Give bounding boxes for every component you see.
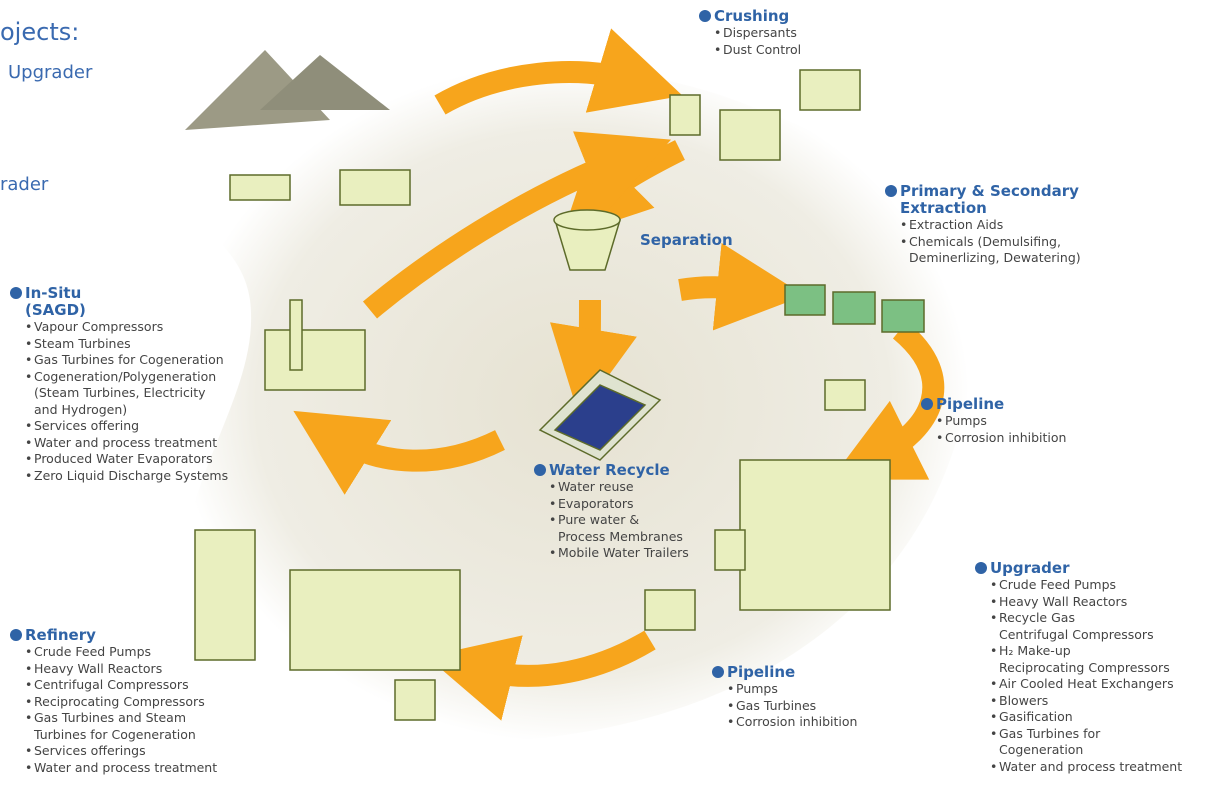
bullet-item: and Hydrogen) [34,401,128,417]
section-title: Upgrader [975,560,1182,577]
bullet-item: Vapour Compressors [25,319,228,336]
bullet-item: Gas Turbines for [990,726,1182,743]
ge-logo [975,562,987,574]
bullet-item: Steam Turbines [25,336,228,353]
section: PipelinePumpsGas TurbinesCorrosion inhib… [712,664,857,731]
intro-text: Upgrader [8,62,93,83]
bullet-item: Cogeneration [999,742,1084,757]
bullet-item: Gas Turbines and Steam [25,710,217,727]
bullet-item: Blowers [990,693,1182,710]
bullet-item: Reciprocating Compressors [25,694,217,711]
section: Primary & SecondaryExtractionExtraction … [885,183,1081,267]
intro-text: ojects: [0,18,80,46]
bullet-item: (Steam Turbines, Electricity [34,385,206,400]
section: RefineryCrude Feed PumpsHeavy Wall React… [10,627,217,777]
bullet-item: Crude Feed Pumps [25,644,217,661]
bullet-item: Gasification [990,709,1182,726]
ge-logo [885,185,897,197]
section-title: Extraction [900,199,987,217]
bullet-item: Air Cooled Heat Exchangers [990,676,1182,693]
section-title: (SAGD) [25,301,86,319]
ge-logo [10,287,22,299]
bullet-item: Dust Control [714,42,801,59]
bullet-item: Evaporators [549,496,689,513]
bullet-item: Water and process treatment [25,760,217,777]
section: Separation [640,232,733,249]
section-title: In-Situ [10,285,228,302]
bullet-item: Zero Liquid Discharge Systems [25,468,228,485]
bullet-item: Mobile Water Trailers [549,545,689,562]
bullet-item: Recycle Gas [990,610,1182,627]
bullet-item: Pumps [727,681,857,698]
intro-text: rader [0,174,49,195]
bullet-item: Dispersants [714,25,801,42]
bullet-item: Pure water & [549,512,689,529]
bullet-item: Water and process treatment [990,759,1182,776]
bullet-item: Pumps [936,413,1066,430]
bullet-item: Extraction Aids [900,217,1081,234]
ge-logo [699,10,711,22]
bullet-item: Produced Water Evaporators [25,451,228,468]
section-title: Refinery [10,627,217,644]
section: Water RecycleWater reuseEvaporatorsPure … [534,462,689,562]
bullet-item: Heavy Wall Reactors [990,594,1182,611]
bullet-item: Heavy Wall Reactors [25,661,217,678]
bullet-item: Crude Feed Pumps [990,577,1182,594]
bullet-item: Services offerings [25,743,217,760]
bullet-item: Centrifugal Compressors [25,677,217,694]
section-title: Pipeline [712,664,857,681]
bullet-item: Centrifugal Compressors [999,626,1154,642]
bullet-item: Reciprocating Compressors [999,659,1170,675]
bullet-item: Water reuse [549,479,689,496]
section: UpgraderCrude Feed PumpsHeavy Wall React… [975,560,1182,776]
ge-logo [534,464,546,476]
section: CrushingDispersantsDust Control [699,8,801,59]
ge-logo [921,398,933,410]
equipment [185,50,925,721]
bullet-item: Water and process treatment [25,435,228,452]
section-title: Separation [640,231,733,249]
section: In-Situ(SAGD)Vapour CompressorsSteam Tur… [10,285,228,485]
bullet-item: Deminerlizing, Dewatering) [909,250,1081,265]
bullet-item: Process Membranes [558,528,683,544]
ge-logo [10,629,22,641]
ge-logo [712,666,724,678]
bullet-item: Cogeneration/Polygeneration [25,369,228,386]
bullet-item: Corrosion inhibition [727,714,857,731]
bullet-item: Services offering [25,418,228,435]
bullet-item: Corrosion inhibition [936,430,1066,447]
section-title: Pipeline [921,396,1066,413]
bullet-item: Chemicals (Demulsifing, [900,234,1081,251]
section-title: Crushing [699,8,801,25]
bullet-item: H₂ Make-up [990,643,1182,660]
bullet-item: Turbines for Cogeneration [34,726,196,742]
section-title: Primary & Secondary [885,183,1081,200]
section: PipelinePumpsCorrosion inhibition [921,396,1066,447]
section-title: Water Recycle [534,462,689,479]
bullet-item: Gas Turbines [727,698,857,715]
bullet-item: Gas Turbines for Cogeneration [25,352,228,369]
